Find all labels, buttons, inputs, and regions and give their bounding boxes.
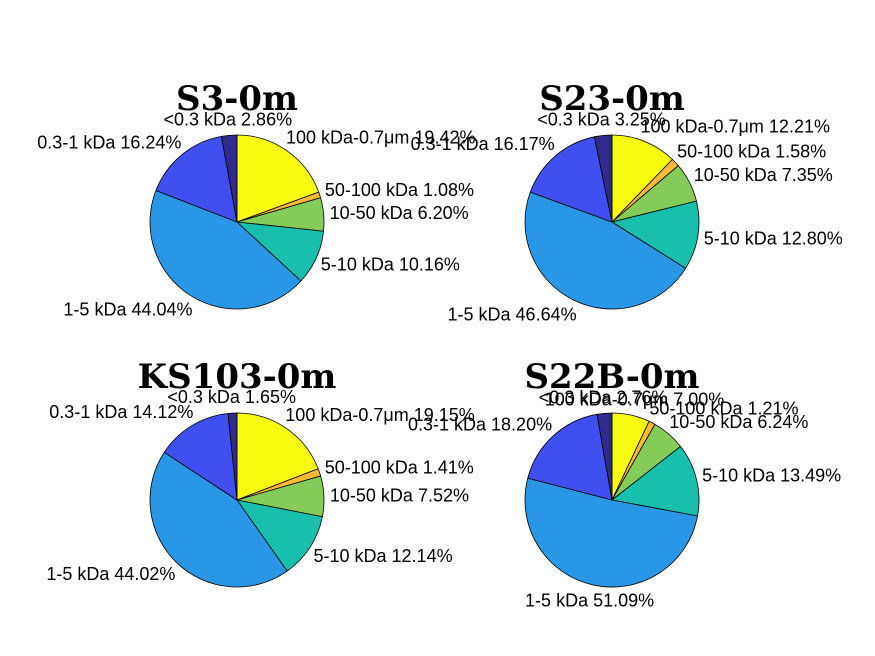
pie-slice bbox=[227, 412, 238, 501]
slice-label: 1-5 kDa 51.09% bbox=[525, 591, 654, 611]
slice-label: 0.3-1 kDa 14.12% bbox=[49, 402, 193, 422]
pie-0: 100 kDa-0.7μm 19.42% 50-100 kDa 1.08% 10-5… bbox=[37, 79, 475, 319]
slice-label: 0.3-1 kDa 18.20% bbox=[408, 414, 552, 434]
pie-slice bbox=[236, 412, 319, 501]
pie-slice bbox=[221, 134, 238, 223]
pie-slice bbox=[524, 477, 698, 588]
slice-label: 100 kDa-0.7μm 12.21% bbox=[641, 117, 830, 137]
slice-label: 1-5 kDa 44.02% bbox=[46, 564, 175, 584]
pie-slice bbox=[593, 134, 613, 223]
chart-title: S3-0m bbox=[176, 79, 298, 119]
pie-slice bbox=[611, 200, 700, 269]
pie-slice bbox=[236, 499, 323, 572]
slice-label: 5-10 kDa 13.49% bbox=[702, 466, 841, 486]
slice-label: 10-50 kDa 7.52% bbox=[330, 486, 469, 506]
chart-title: S22B-0m bbox=[525, 357, 700, 397]
pie-slice bbox=[611, 134, 673, 223]
slice-label: 50-100 kDa 1.08% bbox=[325, 180, 474, 200]
slice-label: 10-50 kDa 6.24% bbox=[669, 412, 808, 432]
pie-slice bbox=[524, 191, 687, 310]
slice-label: 10-50 kDa 7.35% bbox=[694, 165, 833, 185]
pie-slice bbox=[529, 136, 613, 223]
slice-label: 5-10 kDa 12.80% bbox=[704, 228, 843, 248]
pie-slice bbox=[155, 136, 238, 223]
slice-label: 0.3-1 kDa 16.17% bbox=[411, 134, 555, 154]
slice-label: 50-100 kDa 1.21% bbox=[649, 399, 798, 419]
slice-label: 50-100 kDa 1.41% bbox=[325, 457, 474, 477]
chart-title: KS103-0m bbox=[138, 357, 337, 397]
pie-1: 100 kDa-0.7μm 12.21% 50-100 kDa 1.58% 10-5… bbox=[411, 79, 843, 325]
slice-label: 100 kDa-0.7μm 19.15% bbox=[285, 405, 474, 425]
pie-2: 100 kDa-0.7μm 19.15% 50-100 kDa 1.41% 10-5… bbox=[46, 357, 475, 588]
slice-label: 100 kDa-0.7μm 7.00% bbox=[545, 390, 724, 410]
slice-label: 100 kDa-0.7μm 19.42% bbox=[286, 128, 475, 148]
slice-label: 5-10 kDa 12.14% bbox=[314, 546, 453, 566]
pie-slice bbox=[163, 413, 238, 501]
pie-slice bbox=[149, 190, 302, 310]
slice-label: 1-5 kDa 44.04% bbox=[63, 299, 192, 319]
pie-slice bbox=[149, 451, 288, 588]
pie-slice bbox=[236, 134, 320, 223]
slice-label: <0.3 kDa 2.76% bbox=[539, 387, 668, 407]
slice-label: 10-50 kDa 6.20% bbox=[330, 203, 469, 223]
slice-label: 50-100 kDa 1.58% bbox=[677, 142, 826, 162]
pie-slice bbox=[611, 446, 700, 517]
pie-slice bbox=[596, 412, 613, 501]
slice-label: 0.3-1 kDa 16.24% bbox=[37, 133, 181, 153]
slice-label: <0.3 kDa 3.25% bbox=[537, 110, 666, 130]
chart-title: S23-0m bbox=[539, 79, 685, 119]
pie-slice bbox=[527, 413, 613, 501]
slice-label: 5-10 kDa 10.16% bbox=[321, 255, 460, 275]
slice-label: 1-5 kDa 46.64% bbox=[448, 305, 577, 325]
slice-label: <0.3 kDa 2.86% bbox=[164, 109, 293, 129]
slice-label: <0.3 kDa 1.65% bbox=[167, 387, 296, 407]
pie-3: 100 kDa-0.7μm 7.00%50-100 kDa 1.21%10-50… bbox=[408, 357, 841, 611]
